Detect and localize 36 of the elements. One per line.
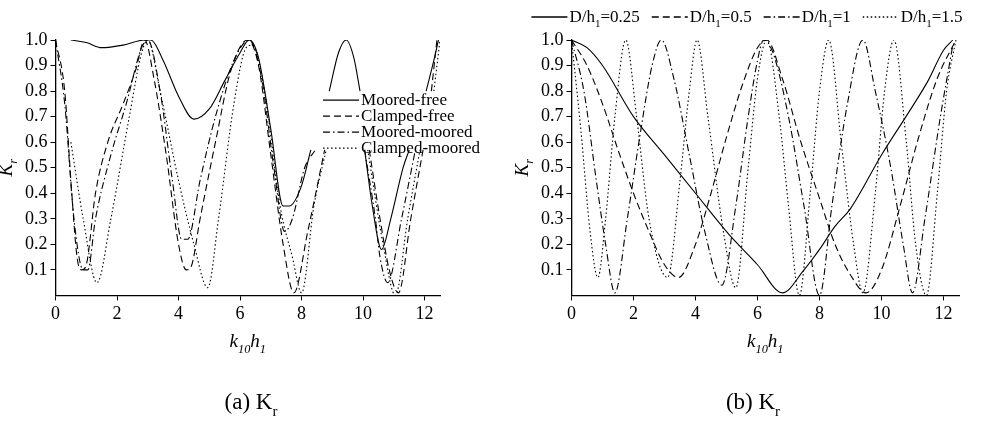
x-tick-label: 2	[629, 302, 638, 323]
series-label: Clamped-moored	[361, 138, 481, 158]
y-tick-label: 1.0	[541, 28, 564, 49]
y-tick-label: 0.2	[541, 233, 564, 254]
x-tick-label: 12	[934, 302, 953, 323]
x-tick-label: 6	[753, 302, 762, 323]
x-tick-label: 6	[235, 302, 245, 323]
x-tick-label: 2	[112, 302, 122, 323]
y-tick-label: 0.1	[541, 258, 564, 279]
y-tick-label: 0.4	[25, 181, 48, 202]
y-tick-label: 1.0	[25, 28, 48, 49]
x-tick-label: 10	[354, 302, 373, 323]
x-tick-label: 0	[51, 302, 60, 323]
y-tick-label: 0.5	[25, 156, 48, 177]
y-tick-label: 0.6	[25, 130, 48, 151]
x-tick-label: 8	[815, 302, 824, 323]
y-tick-label: 0.5	[541, 156, 564, 177]
x-tick-label: 8	[297, 302, 307, 323]
y-tick-label: 0.9	[541, 54, 564, 75]
x-tick-label: 10	[872, 302, 891, 323]
y-tick-label: 0.3	[541, 207, 564, 228]
y-tick-label: 0.6	[541, 130, 564, 151]
x-tick-label: 4	[691, 302, 700, 323]
y-tick-label: 0.7	[25, 105, 48, 126]
y-tick-label: 0.2	[25, 233, 48, 254]
y-tick-label: 0.4	[541, 181, 564, 202]
y-tick-label: 0.1	[25, 258, 48, 279]
x-tick-label: 12	[415, 302, 434, 323]
x-tick-label: 0	[567, 302, 576, 323]
y-tick-label: 0.7	[541, 105, 564, 126]
y-tick-label: 0.8	[541, 79, 564, 100]
x-tick-label: 4	[174, 302, 184, 323]
y-tick-label: 0.3	[25, 207, 48, 228]
y-tick-label: 0.9	[25, 54, 48, 75]
y-axis-title: Kr	[510, 158, 537, 178]
y-tick-label: 0.8	[25, 79, 48, 100]
